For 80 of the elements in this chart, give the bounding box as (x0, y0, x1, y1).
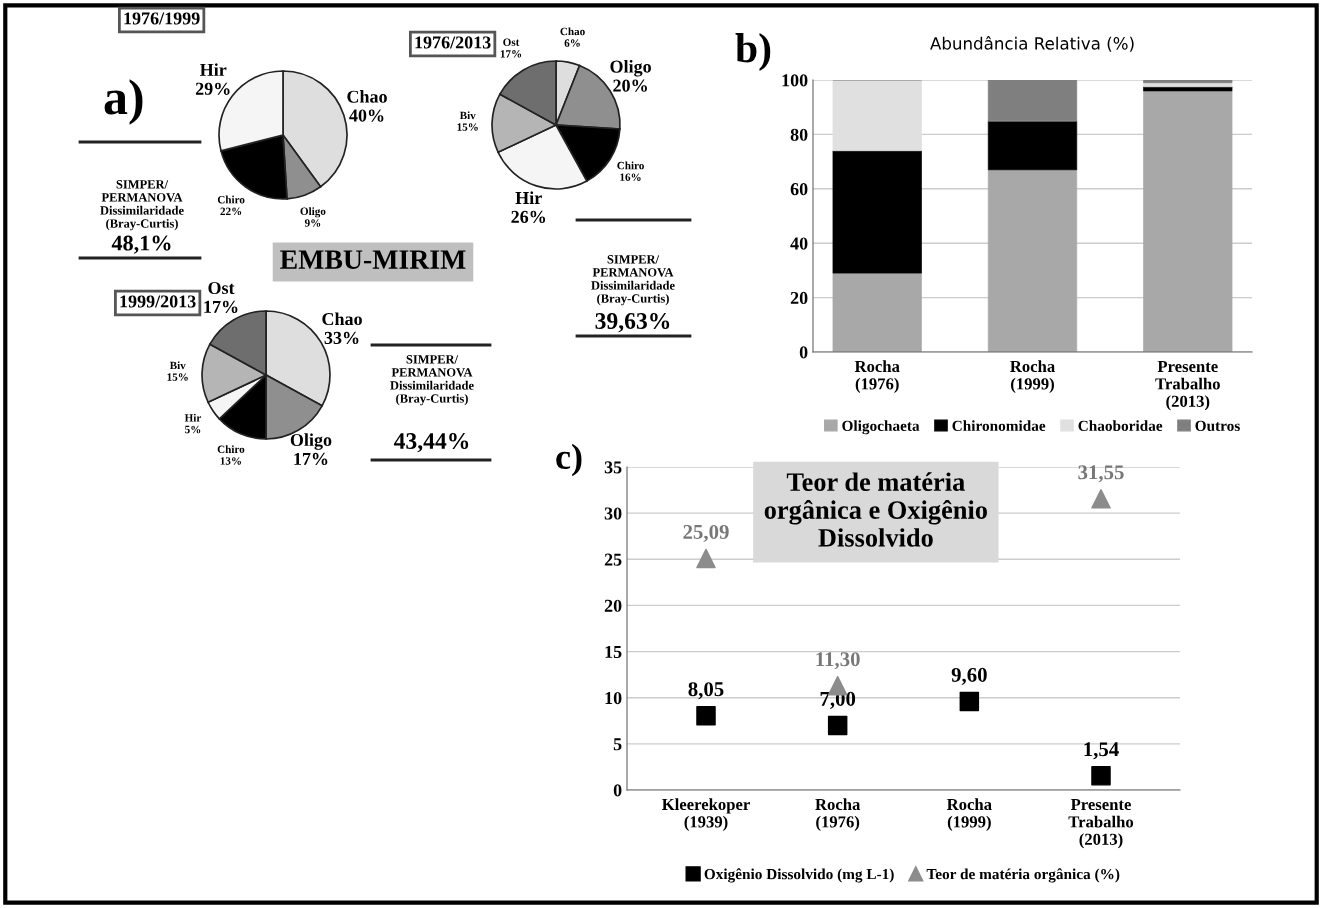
y-tick-label: 5 (613, 738, 622, 751)
x-tick-label: Rocha (1976) (815, 798, 861, 831)
text: 48,1% (111, 235, 171, 254)
data-label: 22% (220, 207, 242, 216)
text: 39,63% (595, 312, 670, 333)
slice-label: Chiro (217, 445, 245, 454)
y-tick-label: 80 (790, 128, 808, 141)
slice-label: Chiro (217, 195, 245, 204)
text: 1999/2013 (120, 295, 196, 308)
y-tick-label: 20 (790, 291, 808, 305)
x-tick-label: Rocha (1976) (854, 360, 900, 393)
text: 43,44% (393, 432, 469, 453)
y-tick-label: 40 (790, 237, 808, 250)
y-tick-label: 15 (605, 645, 622, 659)
slice-label: Hir (515, 191, 542, 204)
y-tick-label: 100 (782, 74, 808, 87)
x-tick-label: Presente Trabalho (2013) (1068, 798, 1134, 849)
data-label: 15% (457, 123, 478, 131)
text: c) (556, 443, 582, 477)
data-label: 17% (204, 300, 238, 313)
text: SIMPER/ PERMANOVA Dissimilaridade (Bray-Curtis) (390, 355, 474, 406)
y-tick-label: 0 (799, 346, 808, 359)
slice-label: Chiro (617, 161, 644, 170)
text: b) (735, 33, 771, 71)
y-tick-label: 60 (790, 183, 808, 196)
data-label: 13% (220, 457, 241, 465)
data-label: 16% (620, 173, 641, 181)
x-tick-label: Rocha (1999) (1010, 360, 1055, 393)
slice-label: Oligo (300, 207, 326, 218)
data-label: 17% (294, 452, 328, 466)
x-tick-label: Presente Trabalho (2013) (1155, 360, 1220, 411)
text: Teor de matéria orgânica e Oxigênio Dissolvido (764, 472, 987, 547)
text: EMBU-MIRIM (280, 250, 466, 269)
data-label: 11,30 (816, 652, 860, 670)
data-label: 26% (511, 210, 546, 224)
legend-label: Chironomidae (952, 420, 1046, 431)
data-label: 9,60 (951, 667, 987, 685)
data-label: 31,55 (1078, 465, 1124, 483)
slice-label: Chao (560, 27, 585, 36)
legend-label: Oligochaeta (842, 420, 920, 435)
slice-label: Ost (503, 38, 520, 46)
chart-title: Abundância Relativa (%) (930, 36, 1134, 52)
legend-label: Oxigênio Dissolvido (mg L-1) (704, 868, 894, 883)
y-tick-label: 35 (604, 461, 622, 474)
y-tick-label: 30 (604, 507, 622, 520)
slice-label: Hir (184, 413, 202, 422)
text: SIMPER/ PERMANOVA Dissimilaridade (Bray-Curtis) (591, 255, 675, 306)
y-tick-label: 20 (604, 599, 622, 612)
slice-label: Ost (208, 281, 235, 295)
data-label: 17% (500, 50, 522, 58)
data-label: 9% (304, 219, 321, 227)
x-tick-label: Kleerekoper (1939) (662, 798, 750, 831)
chart-title: 1976/1999 (124, 12, 200, 25)
data-label: 33% (324, 331, 359, 345)
y-tick-label: 0 (613, 784, 622, 797)
slice-label: Oligo (610, 59, 651, 77)
text: a) (104, 79, 143, 125)
legend-label: Outros (1195, 420, 1240, 432)
data-label: 6% (564, 39, 580, 47)
data-label: 15% (167, 373, 188, 381)
slice-label: Hir (199, 63, 227, 76)
legend-label: Teor de matéria orgânica (%) (926, 868, 1120, 883)
legend-label: Chaoboridae (1078, 420, 1163, 431)
data-label: 1,54 (1084, 742, 1119, 760)
x-tick-label: Rocha (1999) (946, 798, 992, 831)
slice-label: Biv (169, 361, 186, 370)
data-label: 20% (613, 79, 647, 92)
data-label: 40% (349, 109, 384, 122)
data-label: 29% (195, 82, 230, 95)
slice-label: Biv (459, 111, 476, 120)
text: SIMPER/ PERMANOVA Dissimilaridade (Bray-Curtis) (100, 180, 184, 231)
chart-title: 1976/2013 (415, 36, 491, 49)
slice-label: Oligo (290, 433, 332, 450)
slice-label: Chao (322, 312, 362, 326)
data-label: 25,09 (683, 524, 729, 542)
y-tick-label: 25 (604, 553, 622, 566)
data-label: 5% (185, 425, 201, 434)
y-tick-label: 10 (605, 691, 622, 705)
slice-label: Chao (347, 90, 387, 103)
data-label: 8,05 (688, 682, 724, 700)
